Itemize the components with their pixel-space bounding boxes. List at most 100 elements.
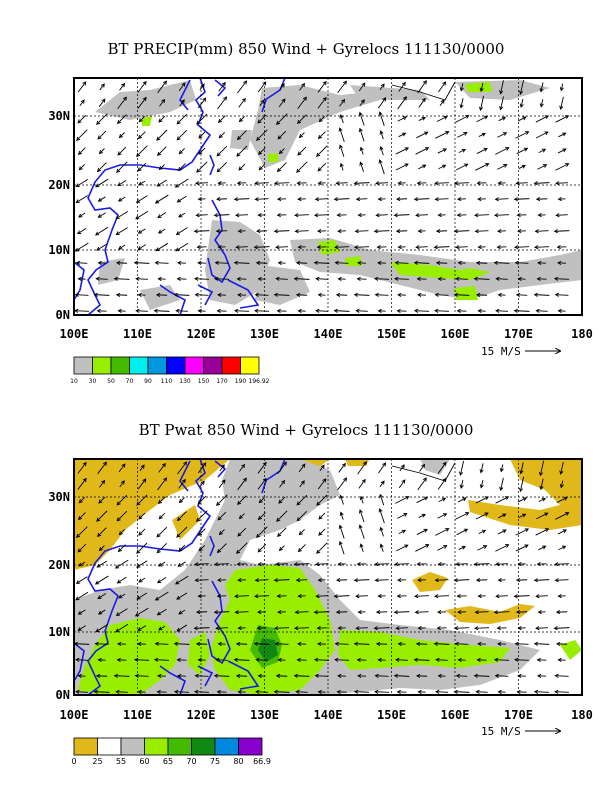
wind-arrow [255,198,269,200]
wind-arrow-head [301,463,306,468]
wind-arrow [259,497,265,503]
wind-arrow-head [316,549,321,554]
wind-arrow-head [443,115,448,120]
wind-arrow-head [198,547,203,552]
wind-arrow [435,131,449,139]
wind-arrow [115,623,129,633]
wind-arrow-head [375,181,380,186]
wind-arrow-head [457,260,462,266]
wind-arrow [474,563,490,565]
wind-arrow-head [177,260,182,266]
wind-arrow-head [194,292,199,297]
wind-arrow [134,659,150,661]
wind-arrow [216,145,228,157]
colorbar-swatch [110,356,130,375]
wind-arrow-head [195,641,201,646]
wind-arrow-head [216,152,221,157]
wind-arrow [174,294,190,296]
wind-arrow-head [318,531,323,536]
wind-arrow-head [78,166,83,171]
wind-arrow-head [75,596,80,601]
wind-arrow-head [278,499,283,504]
wind-arrow-head [133,260,139,265]
wind-arrow-head [515,610,521,615]
wind-arrow-head [434,308,439,313]
wind-arrow-head [565,512,570,516]
wind-arrow-head [357,609,362,615]
wind-arrow-head [154,641,159,646]
wind-arrow-head [516,689,521,694]
wind-arrow-head [295,260,301,265]
wind-arrow-head [380,83,385,88]
wind-arrow-head [137,246,142,250]
wind-arrow-head [116,579,121,584]
wind-arrow [75,178,89,188]
wind-arrow [294,627,310,629]
wind-arrow [294,563,310,565]
wind-arrow-head [555,610,561,615]
wind-arrow [278,98,286,108]
wind-arrow [78,212,86,218]
wind-arrow-head [97,595,102,599]
wind-arrow-head [379,130,384,135]
wind-arrow [158,561,166,567]
wind-arrow [540,478,544,490]
wind-arrow-head [175,231,181,235]
wind-arrow-head [301,82,306,88]
wind-arrow-head [241,463,246,469]
wind-arrow [77,543,87,553]
wind-arrow-head [557,196,562,202]
colorbar-label: 65 [163,757,173,766]
wind-arrow [319,116,325,122]
wind-arrow [556,611,568,613]
wind-arrow [259,99,265,107]
wind-arrow-head [198,134,203,139]
wind-arrow [414,310,430,312]
wind-arrow-head [454,626,459,631]
wind-arrow-head [257,515,263,521]
wind-arrow-head [474,610,479,615]
wind-arrow-head [258,166,263,171]
wind-arrow [79,99,85,107]
wind-arrow [515,659,529,661]
wind-arrow-head [253,594,259,599]
wind-arrow-head [445,131,450,135]
wind-arrow [414,262,430,264]
wind-arrow-head [276,196,282,202]
wind-arrow [194,278,210,280]
wind-arrow-head [175,247,180,252]
wind-arrow-head [405,496,410,500]
wind-arrow-head [142,96,147,102]
wind-arrow [157,212,167,218]
wind-arrow-head [98,499,103,504]
wind-arrow-head [137,134,143,140]
wind-arrow [137,81,147,93]
wind-arrow-head [513,308,518,313]
wind-arrow-head [82,461,87,467]
wind-arrow [359,525,365,539]
wind-arrow-head [434,578,439,583]
wind-arrow [335,643,349,645]
wind-arrow-head [255,657,260,662]
wind-arrow-head [293,673,298,678]
wind-arrow-head [197,196,202,202]
wind-arrow-head [437,212,442,218]
wind-arrow [194,691,210,693]
wind-arrow-head [333,308,338,313]
ref-vector-top: 15 M/S [481,345,560,358]
wind-arrow-head [464,163,469,168]
wind-arrow-head [75,689,80,694]
x-tick-label: 150E [377,708,406,722]
wind-arrow [296,161,308,173]
wind-arrow-head [379,543,384,548]
wind-arrow-head [96,308,101,313]
wind-arrow [77,81,87,93]
wind-arrow-head [117,308,122,314]
wind-arrow-head [116,168,121,173]
wind-arrow-head [315,276,320,281]
wind-arrow-head [436,626,441,631]
wind-arrow [214,563,230,565]
wind-arrow-head [499,467,504,473]
wind-arrow-head [521,164,526,169]
wind-arrow [554,627,570,629]
